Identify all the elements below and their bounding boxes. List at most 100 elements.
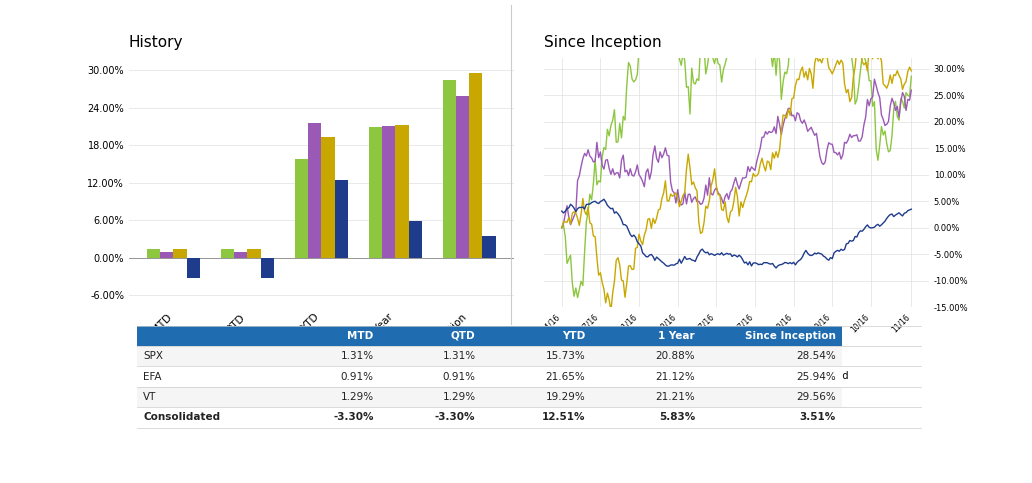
Consolidated — [598, 196, 610, 202]
Bar — [470, 73, 483, 257]
FancyBboxPatch shape — [482, 387, 591, 407]
FancyBboxPatch shape — [482, 367, 591, 387]
Bar — [443, 80, 456, 257]
Text: History: History — [129, 35, 184, 50]
Bar — [409, 221, 422, 257]
FancyBboxPatch shape — [137, 346, 278, 367]
VT — [891, 68, 903, 73]
EFA — [555, 225, 568, 231]
Bar — [382, 126, 395, 257]
Bar — [395, 125, 409, 257]
VT — [605, 308, 617, 313]
Text: 5.83%: 5.83% — [658, 412, 695, 423]
Bar — [160, 252, 173, 257]
EFA — [620, 167, 633, 173]
FancyBboxPatch shape — [137, 326, 278, 346]
EFA — [905, 87, 917, 93]
Text: 12.51%: 12.51% — [542, 412, 585, 423]
Text: 19.29%: 19.29% — [546, 392, 585, 402]
Text: 3.51%: 3.51% — [800, 412, 836, 423]
Bar — [147, 249, 160, 257]
Text: 1.31%: 1.31% — [443, 351, 476, 361]
VT — [577, 196, 589, 201]
Text: -3.30%: -3.30% — [434, 412, 476, 423]
Line: Consolidated: Consolidated — [561, 199, 911, 268]
EFA — [570, 209, 582, 215]
Consolidated — [555, 208, 568, 214]
Line: SPX: SPX — [561, 0, 911, 298]
Consolidated — [905, 206, 917, 212]
Bar — [321, 137, 334, 257]
VT — [570, 210, 582, 216]
Bar — [456, 96, 470, 257]
FancyBboxPatch shape — [702, 367, 842, 387]
VT — [879, 83, 892, 89]
Text: 20.88%: 20.88% — [655, 351, 695, 361]
Bar — [334, 180, 348, 257]
Text: 25.94%: 25.94% — [797, 371, 836, 382]
Consolidated — [770, 265, 782, 271]
SPX — [572, 295, 584, 300]
Text: 1.31%: 1.31% — [341, 351, 374, 361]
FancyBboxPatch shape — [702, 346, 842, 367]
Bar — [248, 250, 261, 257]
SPX — [578, 249, 590, 255]
FancyBboxPatch shape — [482, 407, 591, 427]
Line: EFA: EFA — [561, 79, 911, 228]
Text: 15.73%: 15.73% — [546, 351, 585, 361]
Consolidated — [570, 209, 582, 214]
FancyBboxPatch shape — [380, 367, 482, 387]
SPX — [905, 73, 917, 79]
Consolidated — [650, 254, 663, 260]
SPX — [570, 285, 582, 291]
Text: SPX: SPX — [143, 351, 163, 361]
Bar — [173, 250, 187, 257]
SPX — [891, 114, 903, 119]
Text: 29.56%: 29.56% — [797, 392, 836, 402]
Text: 28.54%: 28.54% — [797, 351, 836, 361]
Text: 0.91%: 0.91% — [341, 371, 374, 382]
Bar — [368, 128, 382, 257]
FancyBboxPatch shape — [482, 326, 591, 346]
FancyBboxPatch shape — [278, 407, 380, 427]
SPX — [622, 59, 635, 65]
Text: 1 Year: 1 Year — [658, 331, 695, 341]
Text: Consolidated: Consolidated — [143, 412, 221, 423]
VT — [868, 41, 880, 47]
VT — [555, 225, 568, 231]
Legend: SPX, EFA, VT, Consolidated: SPX, EFA, VT, Consolidated — [211, 392, 431, 410]
Text: 1.29%: 1.29% — [443, 392, 476, 402]
FancyBboxPatch shape — [380, 326, 482, 346]
FancyBboxPatch shape — [380, 407, 482, 427]
Text: 21.65%: 21.65% — [546, 371, 585, 382]
FancyBboxPatch shape — [278, 346, 380, 367]
FancyBboxPatch shape — [278, 387, 380, 407]
FancyBboxPatch shape — [137, 387, 278, 407]
Bar — [187, 257, 200, 278]
FancyBboxPatch shape — [591, 326, 702, 346]
Bar — [261, 257, 273, 278]
FancyBboxPatch shape — [702, 326, 842, 346]
SPX — [555, 225, 568, 231]
EFA — [868, 76, 880, 82]
Text: 21.12%: 21.12% — [655, 371, 695, 382]
Bar — [221, 249, 234, 257]
FancyBboxPatch shape — [591, 367, 702, 387]
Text: QTD: QTD — [451, 331, 476, 341]
SPX — [650, 35, 663, 41]
EFA — [877, 116, 890, 122]
Consolidated — [891, 211, 903, 217]
FancyBboxPatch shape — [702, 387, 842, 407]
Legend: SPX, EFA, VT, Consolidated: SPX, EFA, VT, Consolidated — [620, 367, 852, 385]
Text: EFA: EFA — [143, 371, 162, 382]
VT — [622, 263, 635, 269]
Bar — [234, 252, 248, 257]
Consolidated — [577, 204, 589, 210]
FancyBboxPatch shape — [137, 407, 278, 427]
FancyBboxPatch shape — [278, 326, 380, 346]
FancyBboxPatch shape — [137, 367, 278, 387]
FancyBboxPatch shape — [591, 387, 702, 407]
FancyBboxPatch shape — [380, 387, 482, 407]
Bar — [308, 123, 321, 257]
EFA — [890, 108, 902, 114]
